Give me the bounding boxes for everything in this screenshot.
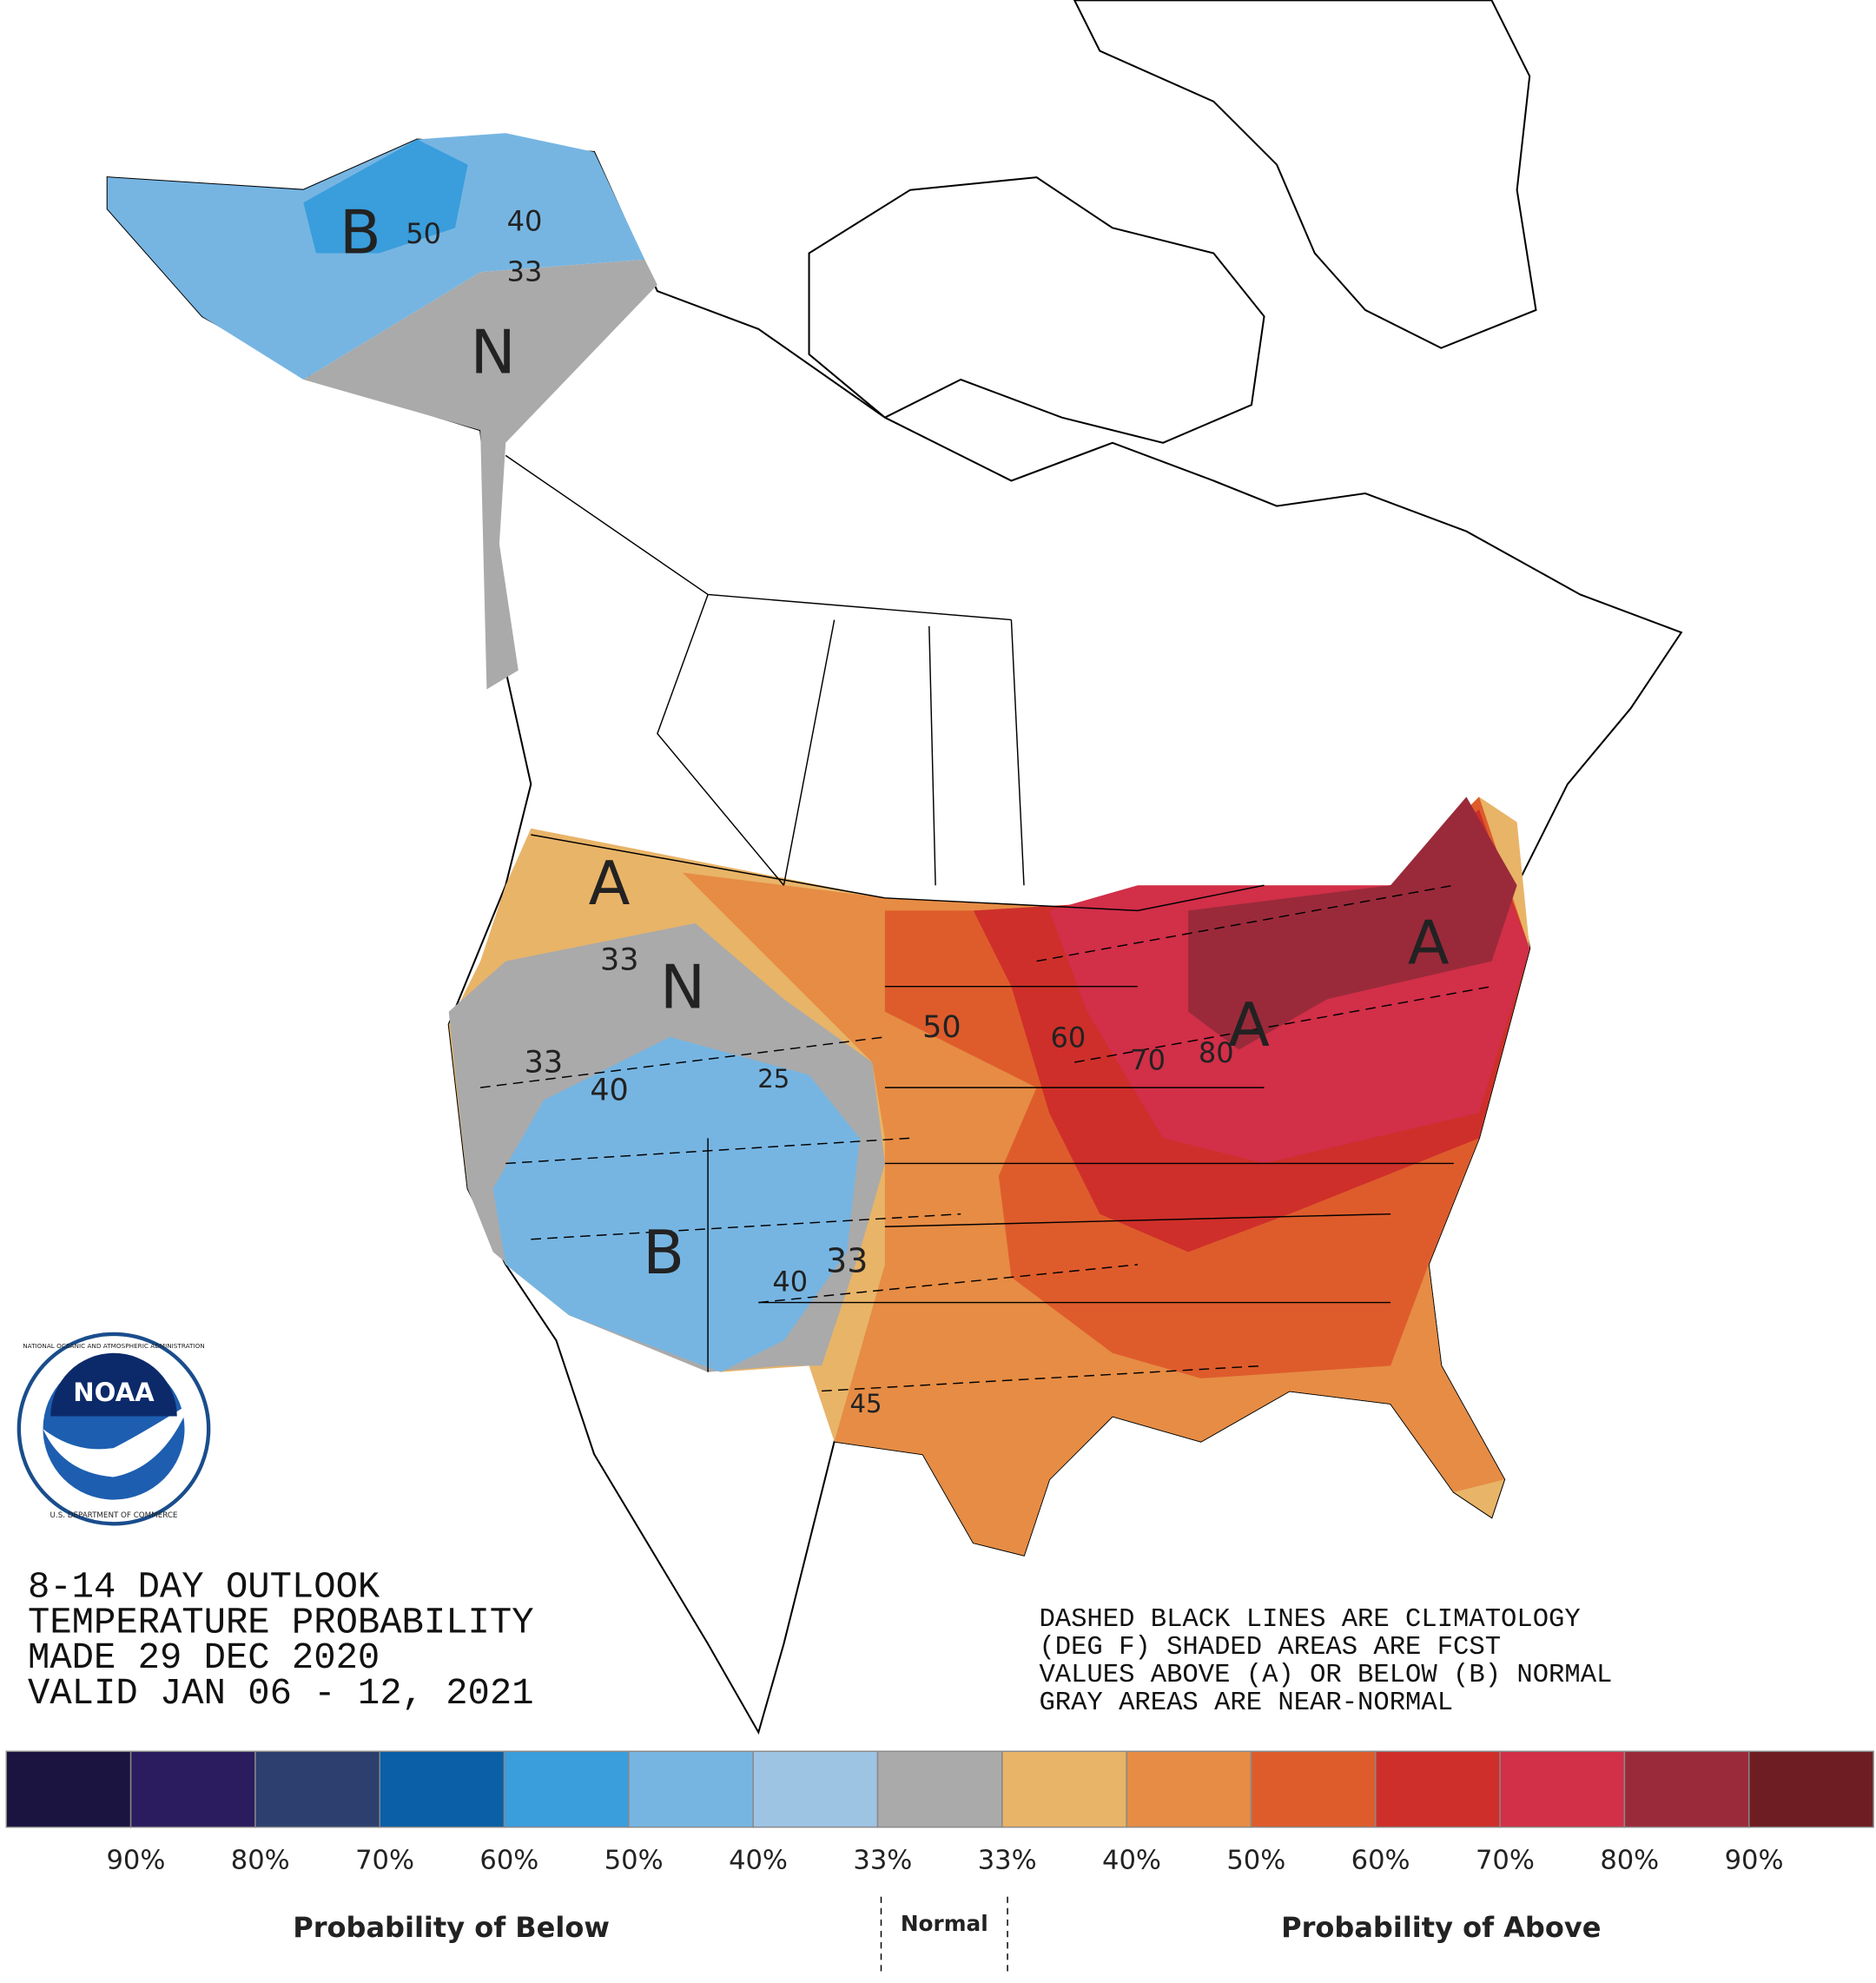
map-label: N — [660, 952, 705, 1022]
climatology-lines — [480, 884, 1492, 1392]
alaska-below-core — [303, 139, 468, 254]
legend-swatch — [752, 1750, 879, 1828]
legend-swatch — [129, 1750, 256, 1828]
legend-label: 70% — [1476, 1846, 1535, 1876]
legend-below: Probability of Below — [293, 1911, 610, 1944]
map-label: B — [340, 197, 381, 268]
alaska-below — [107, 133, 645, 380]
map-label: 33 — [600, 943, 638, 978]
map-label: 40 — [772, 1265, 808, 1298]
legend-normal: Normal — [901, 1911, 988, 1936]
us-below — [492, 1036, 860, 1372]
map-label: 80 — [1199, 1036, 1234, 1069]
legend-label: 80% — [1600, 1846, 1659, 1876]
legend-label: 80% — [231, 1846, 290, 1876]
outlook-line: 8-14 DAY OUTLOOK — [28, 1567, 380, 1609]
map-label: A — [1228, 990, 1270, 1061]
map-label: A — [589, 849, 631, 919]
legend-label: 90% — [1725, 1846, 1784, 1876]
logo-ring-top: NATIONAL OCEANIC AND ATMOSPHERIC ADMINIS… — [23, 1342, 204, 1350]
note-line: VALUES ABOVE (A) OR BELOW (B) NORMAL — [1039, 1661, 1612, 1690]
map-label: 45 — [850, 1389, 882, 1418]
legend-swatch — [1250, 1750, 1377, 1828]
note-line: DASHED BLACK LINES ARE CLIMATOLOGY — [1039, 1605, 1580, 1635]
map-label: 60 — [1051, 1021, 1087, 1054]
noaa-logo: NOAA NATIONAL OCEANIC AND ATMOSPHERIC AD… — [17, 1332, 211, 1526]
legend-swatch — [5, 1750, 132, 1828]
legend-label: 40% — [729, 1846, 788, 1876]
legend-label: 40% — [1102, 1846, 1161, 1876]
legend-label: 33% — [978, 1846, 1037, 1876]
legend-above: Probability of Above — [1281, 1911, 1601, 1944]
legend-swatch — [1623, 1750, 1750, 1828]
legend-swatch — [1499, 1750, 1626, 1828]
legend-label: 70% — [355, 1846, 414, 1876]
legend-swatch — [503, 1750, 630, 1828]
borders — [505, 454, 1454, 1372]
note-line: GRAY AREAS ARE NEAR-NORMAL — [1039, 1689, 1453, 1718]
legend: Probability of Below Normal Probability … — [5, 1750, 1874, 1975]
legend-swatch — [1748, 1750, 1874, 1828]
map-label: 40 — [507, 204, 543, 237]
arctic-islands — [808, 176, 1265, 444]
greenland — [1073, 0, 1537, 349]
map-label: B — [643, 1218, 684, 1288]
note-line: (DEG F) SHADED AREAS ARE FCST — [1039, 1633, 1501, 1662]
outlook-text: 8-14 DAY OUTLOOK TEMPERATURE PROBABILITY… — [28, 1567, 534, 1715]
map-label: 33 — [507, 254, 543, 288]
legend-swatch — [876, 1750, 1003, 1828]
logo-bird — [43, 1404, 190, 1477]
outlook-line: TEMPERATURE PROBABILITY — [28, 1602, 534, 1643]
legend-label: 60% — [479, 1846, 538, 1876]
us-above-90 — [1188, 797, 1517, 1050]
map-label: 25 — [757, 1064, 789, 1094]
map-label: 50 — [406, 217, 441, 250]
map-label: 33 — [525, 1046, 563, 1081]
legend-swatch — [1126, 1750, 1252, 1828]
map-label: A — [1408, 908, 1450, 978]
legend-swatch — [628, 1750, 754, 1828]
logo-top — [50, 1352, 177, 1417]
alaska-normal — [303, 259, 657, 690]
legend-label: 60% — [1351, 1846, 1410, 1876]
map-label: 50 — [922, 1010, 961, 1045]
map-label: 40 — [590, 1074, 628, 1108]
outlook-line: MADE 29 DEC 2020 — [28, 1637, 380, 1679]
legend-swatch — [379, 1750, 505, 1828]
legend-label: 90% — [106, 1846, 165, 1876]
note-text: DASHED BLACK LINES ARE CLIMATOLOGY (DEG … — [1039, 1605, 1612, 1718]
legend-label: 50% — [604, 1846, 664, 1876]
map-label: 70 — [1130, 1044, 1166, 1077]
logo-name: NOAA — [73, 1378, 155, 1407]
legend-swatch — [1375, 1750, 1501, 1828]
map-label: 33 — [826, 1242, 868, 1280]
map-label: N — [471, 318, 516, 388]
map — [106, 0, 1683, 1735]
logo-ring-bottom: U.S. DEPARTMENT OF COMMERCE — [50, 1511, 178, 1520]
legend-swatch — [254, 1750, 380, 1828]
legend-swatch — [1001, 1750, 1127, 1828]
legend-label: 33% — [853, 1846, 912, 1876]
legend-label: 50% — [1226, 1846, 1285, 1876]
outlook-line: VALID JAN 06 - 12, 2021 — [28, 1673, 534, 1715]
